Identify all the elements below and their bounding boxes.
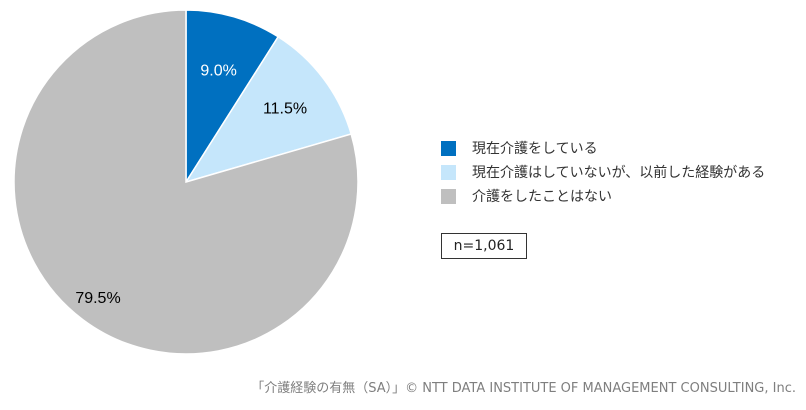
legend-item: 介護をしたことはない: [441, 184, 765, 208]
source-credit: 「介護経験の有無（SA）」© NTT DATA INSTITUTE OF MAN…: [251, 381, 796, 396]
legend-label: 介護をしたことはない: [472, 189, 612, 205]
pie-slice: [185, 9, 280, 185]
legend-item: 現在介護をしている: [441, 136, 765, 160]
data-label: 79.5%: [75, 290, 120, 307]
legend-swatch: [441, 164, 456, 180]
legend-label: 現在介護はしていないが、以前した経験がある: [472, 165, 766, 181]
legend-label: 現在介護をしている: [472, 141, 598, 157]
pie-chart: 9.0% 11.5% 79.5%: [13, 9, 359, 355]
pie-slice: [13, 9, 359, 355]
data-label: 11.5%: [263, 101, 307, 118]
data-label: 9.0%: [200, 63, 236, 80]
sample-size-box: n=1,061: [441, 233, 527, 259]
legend-swatch: [441, 140, 456, 156]
legend-swatch: [441, 188, 456, 204]
legend-item: 現在介護はしていないが、以前した経験がある: [441, 160, 765, 184]
legend: 現在介護をしている 現在介護はしていないが、以前した経験がある 介護をしたことは…: [441, 136, 765, 208]
